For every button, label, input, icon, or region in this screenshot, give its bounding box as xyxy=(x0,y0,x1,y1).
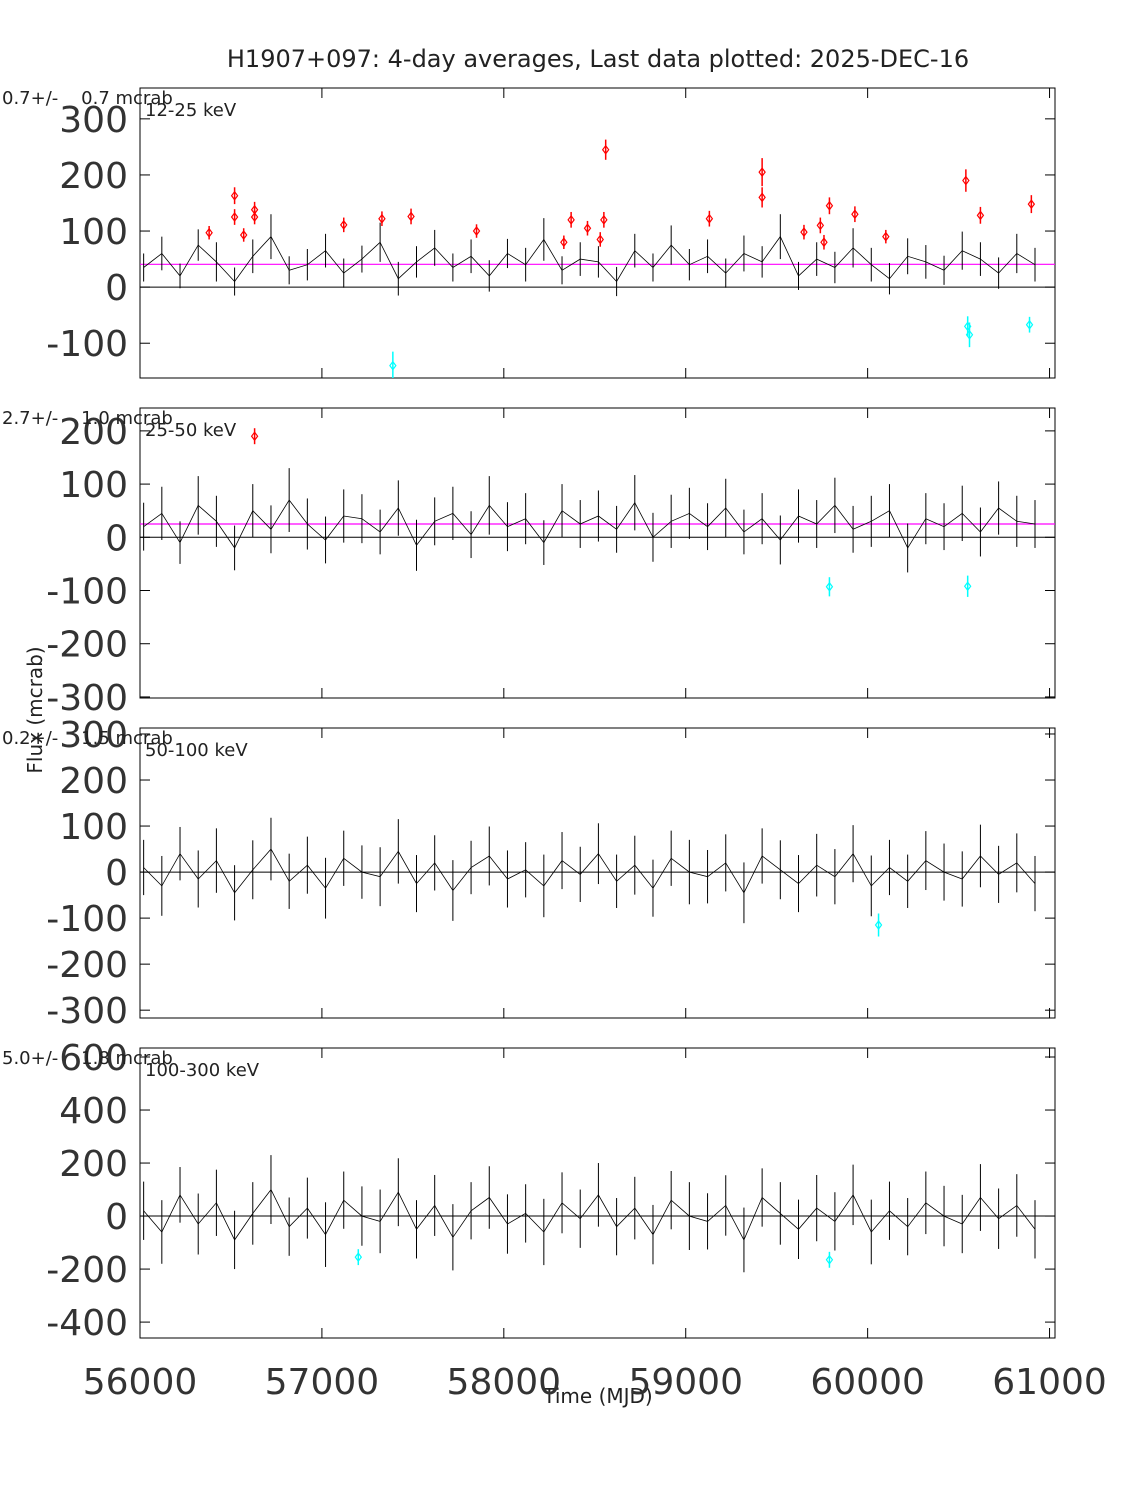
y-tick-label: -200 xyxy=(46,945,128,986)
y-tick-label: 200 xyxy=(59,761,128,802)
y-tick-label: 100 xyxy=(59,212,128,253)
point xyxy=(583,223,592,234)
point xyxy=(250,431,259,442)
point xyxy=(250,212,259,223)
point xyxy=(601,144,610,155)
point xyxy=(205,227,213,238)
plot-frame xyxy=(139,407,1056,699)
y-tick-label: 300 xyxy=(59,715,128,756)
y-tick-label: 400 xyxy=(59,1091,128,1132)
point xyxy=(600,214,608,225)
flux-line xyxy=(143,499,1036,549)
point xyxy=(389,360,397,371)
x-tick-label: 58000 xyxy=(447,1362,562,1403)
point xyxy=(882,231,890,242)
y-tick-label: 300 xyxy=(59,100,128,141)
y-tick-label: 200 xyxy=(59,1144,128,1185)
y-tick-label: 0 xyxy=(105,853,128,894)
y-tick-label: 0 xyxy=(105,518,128,559)
plot-frame xyxy=(139,87,1056,379)
point xyxy=(816,220,825,231)
y-tick-label: 200 xyxy=(59,156,128,197)
point xyxy=(407,211,415,222)
point xyxy=(965,329,974,340)
point xyxy=(820,237,828,248)
x-tick-label: 57000 xyxy=(265,1362,380,1403)
stat-label: 0.7+/- 0.7 mcrab xyxy=(2,88,173,109)
y-tick-label: -100 xyxy=(46,572,128,613)
band-label: 12-25 keV xyxy=(145,100,237,121)
point xyxy=(851,209,859,220)
point xyxy=(596,234,604,245)
y-tick-label: -100 xyxy=(46,899,128,940)
point xyxy=(378,213,386,224)
y-tick-label: 200 xyxy=(59,412,128,453)
flux-line xyxy=(143,848,1036,894)
point xyxy=(800,227,808,238)
point xyxy=(567,214,575,225)
point xyxy=(230,190,239,201)
plot-frame xyxy=(139,727,1056,1019)
point xyxy=(758,167,766,178)
point xyxy=(239,229,248,240)
x-axis-label: Time (MJD) xyxy=(542,1384,652,1408)
band-label: 100-300 keV xyxy=(145,1060,260,1081)
stat-label: 5.0+/- 1.8 mcrab xyxy=(2,1048,173,1069)
flux-line xyxy=(143,235,1036,283)
y-tick-label: 100 xyxy=(59,807,128,848)
point xyxy=(962,175,970,186)
y-axis-label: Flux (mcrab) xyxy=(23,646,47,773)
point xyxy=(874,920,883,931)
point xyxy=(825,1254,834,1265)
x-tick-label: 56000 xyxy=(83,1362,198,1403)
point xyxy=(758,192,766,203)
y-tick-label: -300 xyxy=(46,991,128,1032)
point xyxy=(1027,199,1036,210)
y-tick-label: -100 xyxy=(46,324,128,365)
y-tick-label: -400 xyxy=(46,1303,128,1344)
point xyxy=(230,212,239,223)
point xyxy=(560,237,568,248)
band-label: 25-50 keV xyxy=(145,420,237,441)
plot-frame xyxy=(139,1047,1056,1339)
x-tick-label: 60000 xyxy=(810,1362,925,1403)
point xyxy=(705,213,714,224)
y-tick-label: -200 xyxy=(46,1250,128,1291)
x-tick-label: 59000 xyxy=(628,1362,743,1403)
stat-label: 2.7+/- 1.0 mcrab xyxy=(2,408,173,429)
point xyxy=(976,210,985,221)
y-tick-label: 100 xyxy=(59,465,128,506)
y-tick-label: 600 xyxy=(59,1038,128,1079)
flux-line xyxy=(143,1188,1036,1241)
point xyxy=(472,226,481,237)
y-tick-label: 0 xyxy=(105,1197,128,1238)
x-tick-label: 61000 xyxy=(992,1362,1107,1403)
point xyxy=(963,581,972,592)
stat-label: 0.2+/- 1.5 mcrab xyxy=(2,728,173,749)
y-tick-label: -200 xyxy=(46,625,128,666)
point xyxy=(339,219,348,230)
band-label: 50-100 keV xyxy=(145,740,248,761)
point xyxy=(825,200,834,211)
y-tick-label: -300 xyxy=(46,678,128,719)
chart-title: H1907+097: 4-day averages, Last data plo… xyxy=(227,45,969,73)
point xyxy=(825,581,834,592)
point xyxy=(1025,319,1034,330)
y-tick-label: 0 xyxy=(105,268,128,309)
point xyxy=(354,1252,363,1263)
